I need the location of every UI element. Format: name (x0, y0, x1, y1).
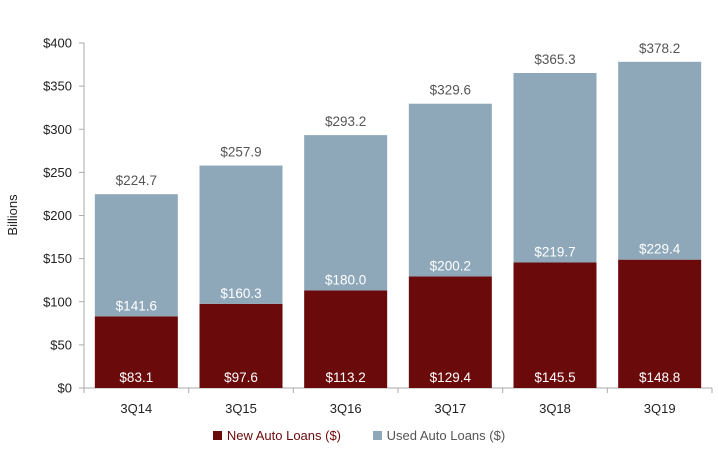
x-tick-label: 3Q19 (644, 401, 676, 416)
y-axis-label: Billions (5, 194, 20, 236)
legend-swatch-used (372, 431, 382, 440)
x-tick-label: 3Q15 (225, 401, 257, 416)
data-label-used: $180.0 (325, 272, 366, 287)
x-tick-label: 3Q18 (539, 401, 571, 416)
y-tick-label: $0 (58, 381, 72, 396)
legend-item-used: Used Auto Loans ($) (372, 428, 506, 443)
data-label-used: $200.2 (430, 258, 471, 273)
legend-item-new: New Auto Loans ($) (212, 428, 342, 443)
data-label-total: $293.2 (325, 114, 366, 129)
data-label-new: $148.8 (639, 370, 680, 385)
data-label-total: $365.3 (534, 52, 575, 67)
y-tick-label: $400 (43, 36, 72, 51)
bar-used (199, 165, 283, 304)
bar-new (304, 290, 388, 388)
data-label-total: $257.9 (220, 145, 261, 160)
data-label-new: $129.4 (430, 370, 472, 385)
bar-used (304, 135, 388, 291)
x-tick-label: 3Q14 (120, 401, 152, 416)
bar-new (408, 276, 492, 388)
data-label-total: $329.6 (430, 83, 471, 98)
bar-new (199, 303, 283, 388)
data-label-used: $160.3 (220, 286, 261, 301)
data-label-total: $224.7 (116, 173, 157, 188)
data-label-new: $113.2 (326, 370, 366, 385)
x-tick-label: 3Q17 (434, 401, 466, 416)
data-label-used: $229.4 (639, 242, 681, 257)
bar-used (513, 73, 597, 263)
bar-used (408, 103, 492, 277)
x-tick-label: 3Q16 (330, 401, 362, 416)
data-label-total: $378.2 (639, 41, 680, 56)
bar-used (94, 194, 178, 317)
legend: New Auto Loans ($) Used Auto Loans ($) (0, 428, 718, 443)
data-label-new: $145.5 (534, 370, 575, 385)
y-tick-label: $350 (43, 79, 72, 94)
data-label-used: $219.7 (534, 245, 575, 260)
data-label-new: $83.1 (119, 370, 153, 385)
y-tick-label: $50 (50, 337, 72, 352)
y-tick-label: $100 (43, 294, 72, 309)
y-tick-label: $250 (43, 165, 72, 180)
legend-swatch-new (212, 431, 222, 440)
data-label-new: $97.6 (224, 370, 258, 385)
y-tick-label: $300 (43, 122, 72, 137)
bar-new (94, 316, 178, 388)
bar-used (618, 61, 702, 260)
y-tick-label: $200 (43, 208, 72, 223)
legend-label-new: New Auto Loans ($) (226, 428, 342, 443)
bar-new (513, 262, 597, 388)
bar-new (618, 259, 702, 388)
legend-label-used: Used Auto Loans ($) (386, 428, 506, 443)
data-label-used: $141.6 (116, 298, 157, 313)
y-tick-label: $150 (43, 251, 72, 266)
